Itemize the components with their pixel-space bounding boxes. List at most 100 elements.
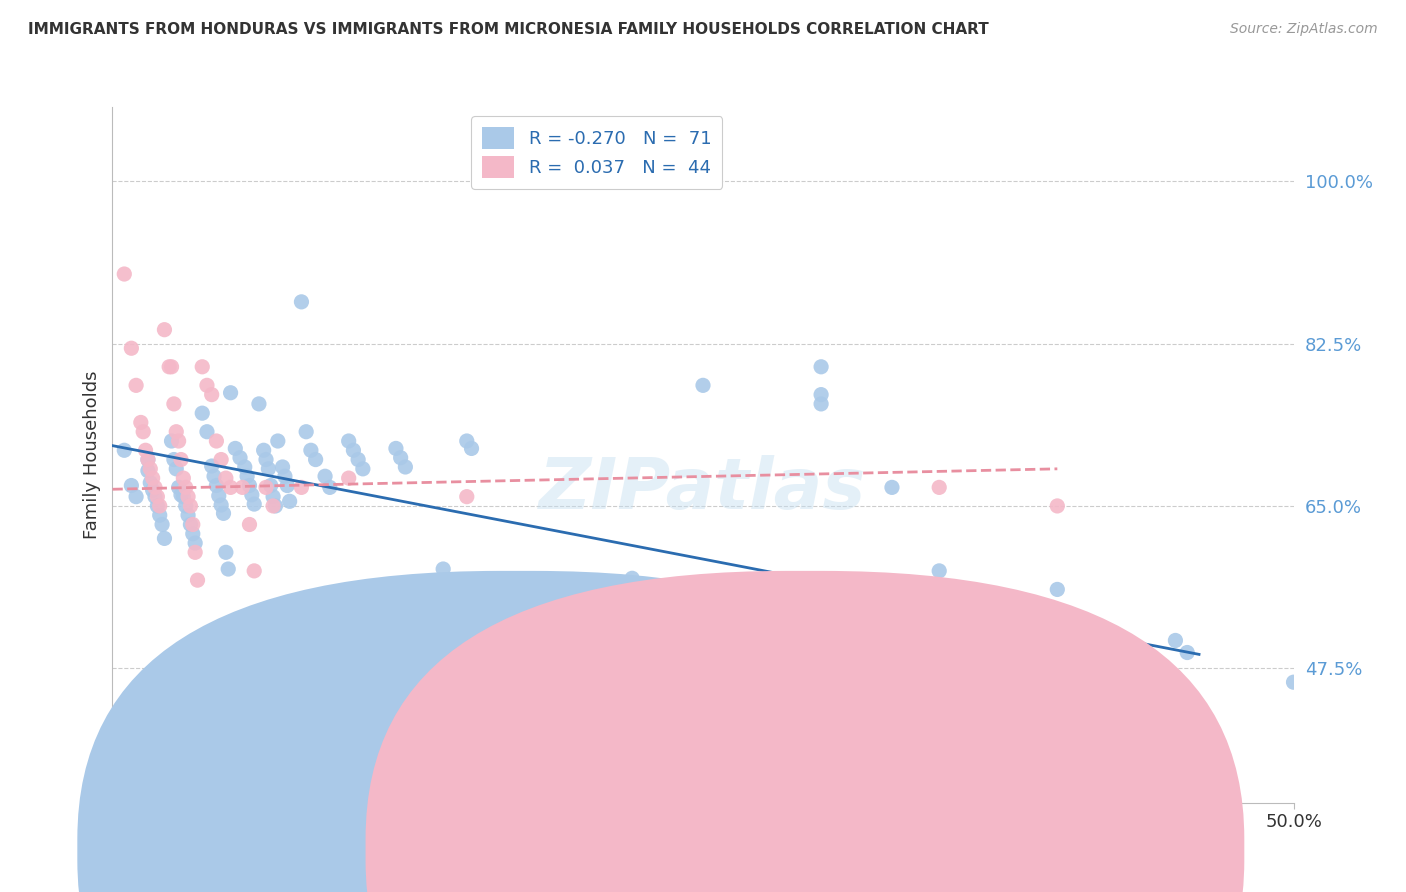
Point <box>253 443 276 458</box>
Point <box>254 452 277 467</box>
Point <box>692 636 714 650</box>
Point <box>165 462 187 476</box>
Point <box>238 517 260 532</box>
Point <box>160 434 183 448</box>
Point <box>264 499 287 513</box>
Point <box>1046 499 1069 513</box>
Point <box>247 629 270 643</box>
Point <box>146 499 169 513</box>
Point <box>1164 633 1187 648</box>
Point <box>574 573 596 587</box>
Text: ZIPatlas: ZIPatlas <box>540 455 866 524</box>
Point <box>125 490 148 504</box>
Point <box>163 397 186 411</box>
Point <box>290 480 312 494</box>
Point <box>174 499 197 513</box>
Point <box>153 323 176 337</box>
Point <box>160 359 183 374</box>
Point <box>209 498 232 512</box>
Point <box>342 443 364 458</box>
Point <box>165 425 187 439</box>
Point <box>928 480 950 494</box>
Point <box>394 460 416 475</box>
Point <box>136 452 159 467</box>
Point <box>209 452 232 467</box>
Point <box>112 443 135 458</box>
Point <box>347 452 370 467</box>
Point <box>276 478 298 492</box>
Point <box>150 517 173 532</box>
Point <box>205 434 228 448</box>
Point <box>692 378 714 392</box>
Point <box>167 434 190 448</box>
Point <box>163 452 186 467</box>
Point <box>136 452 159 467</box>
Point <box>257 462 280 476</box>
Point <box>810 359 832 374</box>
Point <box>174 480 197 494</box>
Point <box>153 532 176 546</box>
Point <box>810 397 832 411</box>
Point <box>231 480 253 494</box>
Point <box>177 508 200 523</box>
Point <box>314 469 336 483</box>
Point <box>184 536 207 550</box>
Point <box>692 608 714 623</box>
Point <box>1175 646 1198 660</box>
Point <box>243 642 266 657</box>
Point <box>233 460 256 475</box>
Point <box>157 359 180 374</box>
Point <box>1094 642 1116 657</box>
Text: Source: ZipAtlas.com: Source: ZipAtlas.com <box>1230 22 1378 37</box>
Point <box>432 562 454 576</box>
Point <box>229 450 252 465</box>
Point <box>267 434 290 448</box>
Point <box>208 489 231 503</box>
Point <box>120 478 142 492</box>
Point <box>205 478 228 492</box>
Point <box>928 564 950 578</box>
Point <box>278 494 301 508</box>
Point <box>456 434 478 448</box>
Point <box>184 545 207 559</box>
Point <box>139 462 162 476</box>
Point <box>304 452 326 467</box>
Point <box>132 425 155 439</box>
Point <box>212 507 235 521</box>
Point <box>456 490 478 504</box>
Point <box>172 471 194 485</box>
Point <box>621 571 644 585</box>
Point <box>574 642 596 657</box>
Point <box>319 480 342 494</box>
Point <box>142 483 165 498</box>
Text: Immigrants from Honduras: Immigrants from Honduras <box>541 841 766 859</box>
Point <box>810 387 832 401</box>
Point <box>1046 582 1069 597</box>
Point <box>224 442 246 456</box>
Point <box>215 545 238 559</box>
Point <box>389 450 412 465</box>
Text: IMMIGRANTS FROM HONDURAS VS IMMIGRANTS FROM MICRONESIA FAMILY HOUSEHOLDS CORRELA: IMMIGRANTS FROM HONDURAS VS IMMIGRANTS F… <box>28 22 988 37</box>
Point <box>217 562 239 576</box>
Point <box>243 497 266 511</box>
Point <box>139 475 162 490</box>
Point <box>177 490 200 504</box>
Point <box>337 434 360 448</box>
Point <box>1282 675 1305 690</box>
Point <box>195 425 218 439</box>
Point <box>120 341 142 355</box>
Point <box>149 499 172 513</box>
Point <box>295 425 318 439</box>
Point <box>191 406 214 420</box>
Point <box>143 490 166 504</box>
Point <box>274 469 297 483</box>
Point <box>408 590 430 604</box>
Text: Immigrants from Micronesia: Immigrants from Micronesia <box>830 841 1063 859</box>
Point <box>215 471 238 485</box>
Point <box>167 480 190 494</box>
Point <box>135 443 157 458</box>
Point <box>181 517 204 532</box>
Point <box>928 756 950 771</box>
Point <box>236 469 259 483</box>
Point <box>337 471 360 485</box>
